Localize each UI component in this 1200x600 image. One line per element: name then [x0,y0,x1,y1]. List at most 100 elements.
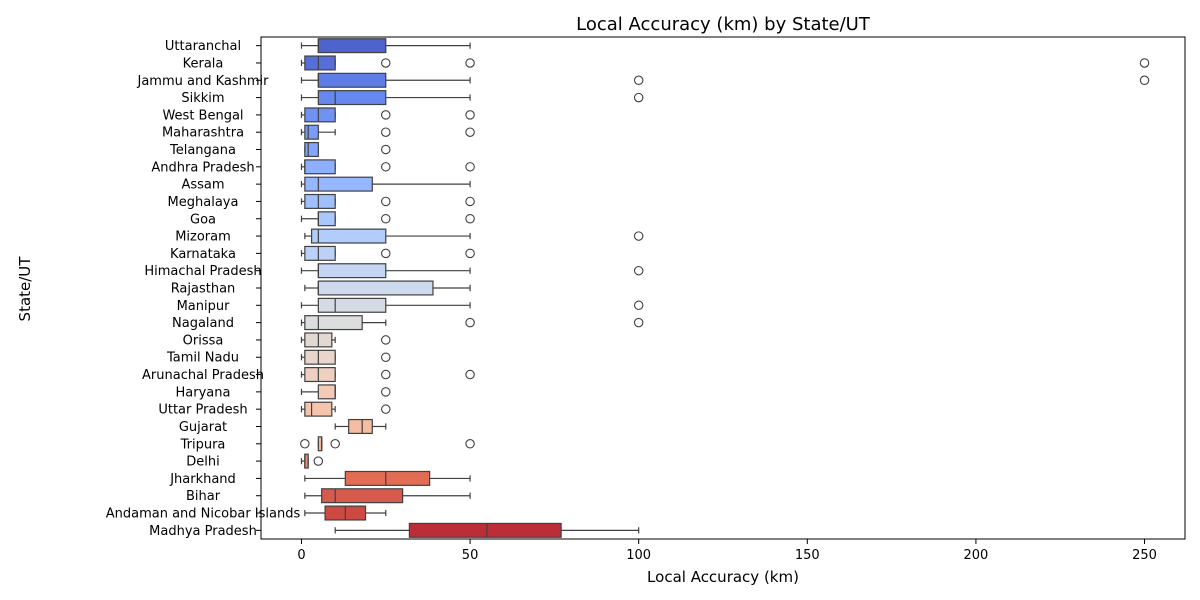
box [304,245,336,261]
box [304,141,319,158]
box-group: Assam [181,176,471,193]
box [304,159,336,175]
y-tick-label: Tripura [180,437,226,452]
box [344,470,431,486]
box [304,124,319,140]
box [408,522,562,538]
box-group: Jharkhand [169,470,471,487]
plot-area: 0 50 100 150 200 250 Uttaranchal Kerala Jammu an… [106,36,1186,563]
outlier-point [1139,58,1150,68]
outlier-point [381,248,391,259]
box [304,193,336,209]
box-group: Nagaland [172,315,644,331]
outlier-point [633,92,644,103]
chart-title: Local Accuracy (km) by State/UT [576,14,871,35]
y-tick-label: Orissa [183,333,224,348]
y-tick-label: Himachal Pradesh [144,264,261,279]
box-group: Sikkim [181,90,644,106]
y-tick-label: Kerala [183,56,224,71]
box [348,418,373,435]
y-tick-label: Bihar [186,489,221,504]
box [317,90,387,106]
box-group: Rajasthan [171,280,471,297]
box-group: Himachal Pradesh [144,263,644,279]
x-tick-label: 150 [795,548,820,563]
outlier-point [465,162,475,172]
x-tick-label: 50 [462,548,479,563]
outlier-point [465,214,475,224]
box-group: Arunachal Pradesh [142,367,475,383]
x-tick-label: 0 [297,548,305,563]
y-tick-label: Maharashtra [162,126,244,141]
y-tick-label: Assam [181,178,224,193]
y-tick-label: Mizoram [175,230,231,245]
y-tick-label: Telangana [169,143,236,158]
y-tick-label: Uttaranchal [165,39,241,54]
outlier-point [633,300,644,311]
box-group: Meghalaya [168,193,475,210]
outlier-point [381,127,391,137]
outlier-point [381,196,391,207]
box [310,228,387,244]
box [317,211,336,227]
box-group: Kerala [183,55,1150,71]
box-group: Telangana [169,141,391,158]
y-tick-label: Delhi [186,455,219,470]
outlier-point [465,317,475,328]
outlier-point [381,144,391,155]
box-group: Manipur [177,297,644,314]
y-tick-label: Karnataka [170,247,236,262]
outlier-point [381,387,391,397]
y-tick-label: Arunachal Pradesh [142,368,264,383]
outlier-point [465,196,475,207]
outlier-point [381,404,391,414]
y-tick-label: Tamil Nadu [166,351,239,366]
y-tick-label: Sikkim [181,91,224,106]
outlier-point [633,75,644,86]
box-group: Tripura [180,436,475,452]
outlier-point [633,317,644,328]
box [317,297,387,313]
y-tick-label: Meghalaya [168,195,239,210]
outlier-point [381,369,391,380]
y-tick-label: Andhra Pradesh [151,160,254,175]
outlier-point [633,265,644,276]
box-group: Jammu and Kashmir [137,72,1150,89]
x-axis-label: Local Accuracy (km) [647,568,799,586]
box [304,176,373,192]
x-tick-label: 250 [1132,548,1157,563]
y-tick-label: Uttar Pradesh [158,403,247,418]
outlier-point [381,335,391,345]
outlier-point [465,439,475,449]
box [304,55,336,71]
y-tick-label: Gujarat [179,420,227,435]
box [304,349,336,365]
box [317,280,434,296]
y-tick-label: Haryana [176,385,231,400]
box [317,38,387,54]
y-tick-label: Madhya Pradesh [149,524,257,539]
box-group: Karnataka [170,245,475,262]
y-tick-label: Andaman and Nicobar Islands [106,507,301,522]
outlier-point [330,439,340,449]
outlier-point [300,439,310,449]
box [304,315,363,331]
box-group: Delhi [186,453,324,470]
box [317,72,387,88]
box-group: Haryana [176,384,391,400]
outlier-point [465,369,475,380]
box [317,263,387,279]
box-group: Gujarat [179,418,387,435]
x-tick-label: 100 [626,548,651,563]
outlier-point [381,110,391,120]
box-group: Uttaranchal [165,38,471,54]
outlier-point [465,58,475,68]
box-group: Mizoram [175,228,644,245]
y-tick-label: Jharkhand [169,472,236,487]
outlier-point [465,127,475,137]
box [304,401,333,417]
box-group: Tamil Nadu [166,349,391,366]
box-group: Goa [190,211,475,227]
y-tick-label: Rajasthan [171,282,236,297]
